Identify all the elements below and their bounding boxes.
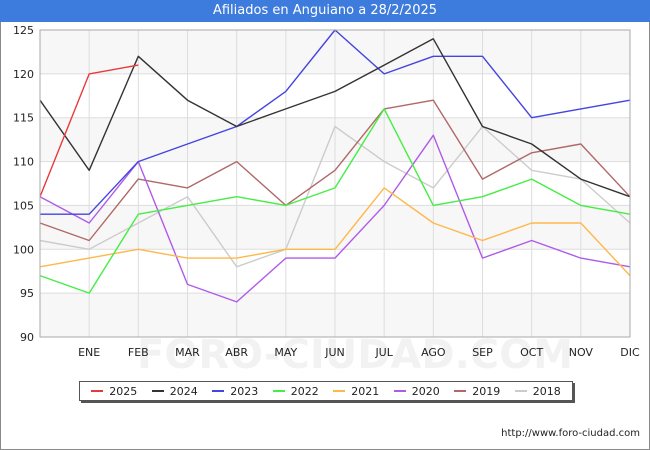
x-tick-label: NOV xyxy=(569,346,594,359)
y-tick-label: 90 xyxy=(20,331,34,344)
x-tick-label: ABR xyxy=(225,346,248,359)
x-tick-label: JUN xyxy=(324,346,345,359)
legend-swatch xyxy=(151,390,164,392)
legend-label: 2023 xyxy=(230,384,259,398)
y-tick-label: 125 xyxy=(13,24,34,37)
x-tick-label: DIC xyxy=(620,346,640,359)
legend: 2025 2024 2023 2022 2021 2020 2019 2018 xyxy=(79,381,573,401)
watermark-text: FORO-CIUDAD.COM xyxy=(137,332,573,378)
x-tick-label: JUL xyxy=(374,346,393,359)
axes: 90 95 100 105 110 115 120 125 ENE FEB MAR ABR MAY JUN… xyxy=(13,24,640,359)
watermark: FORO-CIUDAD.COM xyxy=(137,332,573,378)
legend-item-2019: 2019 xyxy=(454,385,500,398)
x-tick-label: SEP xyxy=(472,346,493,359)
legend-label: 2025 xyxy=(109,384,138,398)
legend-swatch xyxy=(454,390,467,392)
y-tick-label: 105 xyxy=(13,199,34,212)
legend-item-2018: 2018 xyxy=(514,384,561,398)
series-lines xyxy=(39,29,631,303)
y-tick-label: 110 xyxy=(13,156,34,169)
legend-swatch xyxy=(212,390,225,392)
legend-item-2024: 2024 xyxy=(151,384,198,398)
y-tick-label: 95 xyxy=(20,287,34,300)
legend-item-2023: 2023 xyxy=(212,385,258,398)
legend-label: 2019 xyxy=(472,384,501,398)
legend-label: 2024 xyxy=(169,384,198,398)
legend-label: 2021 xyxy=(351,384,380,398)
series-line-2018 xyxy=(39,125,631,268)
x-tick-label: ENE xyxy=(78,346,100,359)
legend-label: 2022 xyxy=(290,384,319,398)
x-tick-label: FEB xyxy=(128,346,149,359)
legend-swatch xyxy=(272,390,285,392)
legend-label: 2018 xyxy=(532,384,561,398)
legend-item-2022: 2022 xyxy=(272,384,319,398)
legend-item-2025: 2025 xyxy=(91,385,137,398)
x-tick-label: AGO xyxy=(421,346,446,359)
x-tick-label: MAR xyxy=(175,346,200,359)
legend-swatch xyxy=(333,390,346,392)
y-tick-label: 120 xyxy=(13,68,34,81)
series-line-2022 xyxy=(39,108,631,294)
legend-label: 2020 xyxy=(411,384,440,398)
y-tick-label: 115 xyxy=(13,112,34,125)
legend-item-2020: 2020 xyxy=(393,384,440,398)
x-tick-label: OCT xyxy=(520,346,543,359)
series-line-2019 xyxy=(39,99,631,242)
series-line-2021 xyxy=(39,187,631,277)
plot-border xyxy=(39,29,631,338)
chart-title: Afiliados en Anguiano a 28/2/2025 xyxy=(0,0,650,22)
series-line-2025 xyxy=(39,64,139,197)
legend-swatch xyxy=(393,390,406,392)
series-line-2024 xyxy=(39,38,631,198)
legend-item-2021: 2021 xyxy=(333,385,379,398)
legend-swatch xyxy=(514,390,527,392)
x-tick-label: MAY xyxy=(274,346,297,359)
legend-swatch xyxy=(91,390,104,392)
grid xyxy=(39,29,631,338)
source-link[interactable]: http://www.foro-ciudad.com xyxy=(501,428,640,439)
y-tick-label: 100 xyxy=(13,243,34,256)
